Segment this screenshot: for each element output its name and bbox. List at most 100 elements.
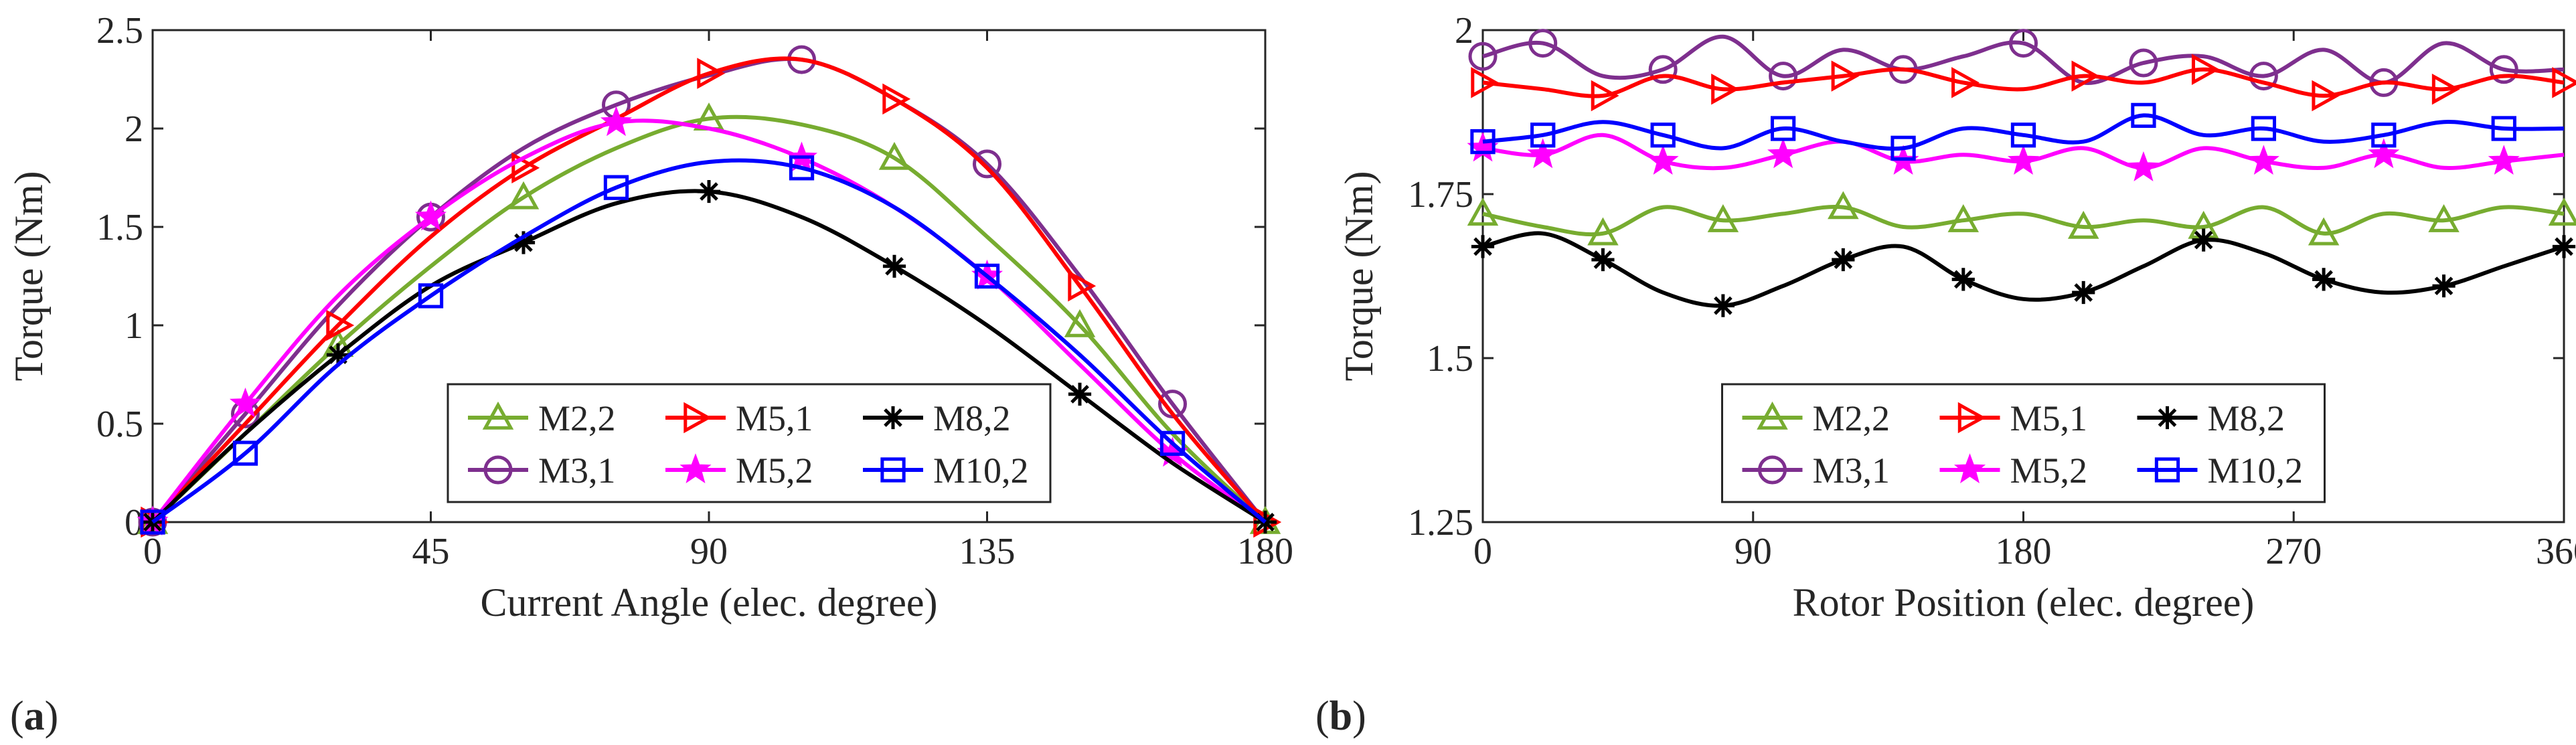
x-tick-label-a-1: 45 (412, 531, 450, 572)
panel-b: 0 90 180 270 360 1.25 1.5 1.75 2 Rotor Position (… (1337, 10, 2576, 625)
series-line-b-m2-2 (1482, 204, 2565, 237)
legend-entry-a-m2-2: M2,2 (468, 398, 616, 438)
y-tick-label-a-4: 2 (125, 108, 143, 150)
data-point-b-m8-2-6 (1832, 248, 1855, 272)
data-point-b-m5-2-11 (2127, 151, 2160, 181)
x-axis-label-b: Rotor Position (elec. degree) (1793, 580, 2255, 625)
legend-entry-b-m5-2: M5,2 (1939, 450, 2088, 491)
data-point-b-m10-2-7 (1890, 135, 1916, 161)
data-point-a-m5-1-4 (511, 152, 540, 184)
y-tick-label-b-0: 1.25 (1408, 502, 1473, 544)
legend-entry-b-m8-2: M8,2 (2137, 398, 2285, 438)
x-tick-label-a-4: 180 (1237, 531, 1293, 572)
legend-marker-a-m5-2 (679, 453, 712, 484)
data-point-b-m2-2-4 (1707, 204, 1739, 232)
legend-a: M2,2 M5,1 M8,2 M3,1 M5,2 M10,2 (447, 383, 1052, 503)
data-point-b-m2-2-0 (1467, 197, 1499, 226)
data-point-b-m8-2-18 (2552, 235, 2576, 258)
legend-box-b (1721, 383, 2326, 503)
legend-label-b-m5-2: M5,2 (2010, 450, 2088, 491)
data-point-b-m10-2-3 (1650, 122, 1676, 148)
data-point-a-m10-2-7 (789, 155, 815, 181)
legend-label-a-m10-2: M10,2 (933, 450, 1029, 491)
data-point-b-m2-2-2 (1587, 217, 1619, 246)
series-line-b-m5-1 (1482, 67, 2565, 98)
data-point-b-m3-1-1 (1528, 29, 1558, 58)
y-tick-label-a-5: 2.5 (96, 10, 143, 52)
y-tick-label-b-2: 1.75 (1408, 174, 1473, 216)
data-point-a-m5-2-1 (229, 387, 262, 418)
data-point-a-m8-2-2 (326, 343, 350, 367)
data-point-b-m8-2-2 (1591, 248, 1615, 272)
data-point-a-m10-2-11 (1159, 430, 1186, 457)
legend-label-a-m8-2: M8,2 (933, 398, 1011, 438)
x-tick-label-a-0: 0 (143, 531, 162, 572)
data-point-b-m10-2-9 (2010, 122, 2036, 148)
legend-marker-b-m3-1 (1758, 455, 1787, 485)
x-axis-label-a: Current Angle (elec. degree) (481, 580, 938, 625)
x-tick-label-b-0: 0 (1473, 531, 1492, 572)
y-axis-label-b: Torque (Nm) (1337, 171, 1381, 381)
data-point-a-m8-2-6 (697, 179, 721, 203)
data-point-a-m10-2-1 (232, 440, 258, 466)
data-point-b-m2-2-14 (2308, 217, 2340, 246)
data-point-a-m5-1-2 (326, 309, 355, 341)
legend-marker-b-m8-2 (2156, 406, 2179, 430)
legend-label-a-m3-1: M3,1 (538, 450, 616, 491)
legend-marker-a-m3-1 (483, 455, 513, 485)
data-point-b-m5-1-6 (1831, 60, 1860, 92)
data-point-b-m2-2-10 (2067, 210, 2099, 239)
legend-label-b-m8-2: M8,2 (2208, 398, 2285, 438)
legend-marker-b-m2-2 (1757, 401, 1788, 430)
legend-label-a-m5-1: M5,1 (736, 398, 813, 438)
data-point-b-m5-2-1 (1527, 138, 1559, 169)
data-point-b-m5-1-2 (1591, 80, 1619, 112)
data-point-a-m5-1-8 (882, 83, 911, 115)
series-line-a-m5-1 (151, 56, 1267, 524)
legend-marker-a-m5-1 (683, 402, 712, 434)
legend-entry-b-m3-1: M3,1 (1742, 450, 1890, 491)
x-tick-label-b-4: 360 (2536, 531, 2576, 572)
data-point-a-m5-2-5 (600, 106, 633, 137)
data-point-a-m5-2-3 (414, 200, 447, 231)
panel-label-b: (b) (1315, 693, 1366, 739)
series-b-m10-2 (1470, 102, 2565, 161)
y-tick-label-a-1: 0.5 (96, 404, 143, 445)
data-point-b-m5-1-4 (1711, 73, 1740, 105)
data-point-b-m8-2-4 (1711, 294, 1735, 317)
data-point-b-m8-2-12 (2192, 228, 2215, 252)
data-point-b-m5-1-14 (2312, 80, 2340, 112)
data-point-b-m3-1-9 (2009, 29, 2038, 58)
data-point-b-m3-1-11 (2129, 48, 2158, 78)
data-point-a-m2-2-8 (878, 141, 910, 170)
legend-marker-a-m10-2 (880, 457, 906, 483)
data-point-b-m3-1-5 (1769, 62, 1798, 91)
x-tick-label-a-3: 135 (959, 531, 1016, 572)
data-point-b-m10-2-15 (2371, 122, 2397, 148)
data-point-b-m5-1-10 (2071, 60, 2100, 92)
data-point-b-m3-1-17 (2489, 55, 2518, 84)
legend-b: M2,2 M5,1 M8,2 M3,1 M5,2 M10,2 (1721, 383, 2326, 503)
data-point-b-m10-2-1 (1530, 122, 1556, 148)
data-point-a-m5-1-10 (1068, 270, 1097, 302)
legend-entry-b-m10-2: M10,2 (2137, 450, 2304, 491)
y-axis-label-a: Torque (Nm) (7, 171, 51, 381)
data-point-b-m3-1-0 (1468, 42, 1498, 71)
series-line-a-m10-2 (151, 158, 1267, 524)
data-point-b-m8-2-8 (1951, 268, 1975, 291)
x-tick-label-b-1: 90 (1735, 531, 1772, 572)
data-point-a-m2-2-10 (1064, 309, 1096, 337)
data-point-b-m2-2-16 (2428, 204, 2460, 232)
legend-label-b-m10-2: M10,2 (2208, 450, 2304, 491)
data-point-a-m5-1-6 (697, 58, 726, 89)
series-b-m5-1 (1471, 54, 2576, 112)
data-point-b-m2-2-8 (1947, 204, 1980, 232)
data-point-a-m10-2-3 (418, 283, 444, 309)
panel-label-a: (a) (10, 693, 58, 739)
series-a-m10-2 (140, 155, 1267, 535)
legend-entry-b-m5-1: M5,1 (1939, 398, 2087, 438)
data-point-b-m5-1-18 (2552, 67, 2576, 98)
data-point-b-m8-2-0 (1471, 235, 1495, 258)
data-point-b-m8-2-10 (2072, 280, 2095, 305)
